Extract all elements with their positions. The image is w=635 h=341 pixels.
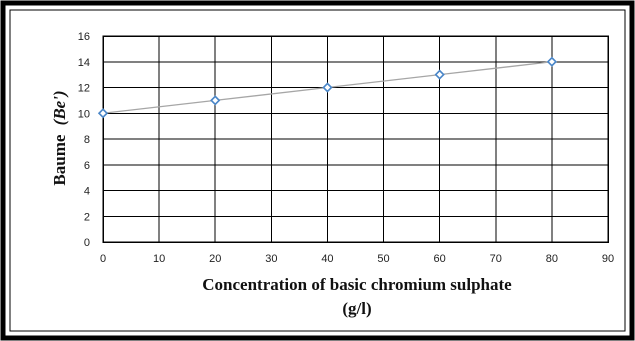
data-point xyxy=(434,69,445,80)
y-tick-label: 14 xyxy=(78,57,90,69)
data-point xyxy=(97,108,109,119)
y-tick-label: 4 xyxy=(84,186,90,198)
x-tick-label: 80 xyxy=(546,253,558,265)
y-tick-label: 0 xyxy=(84,237,90,249)
x-tick-label: 10 xyxy=(153,253,165,265)
y-tick-label: 10 xyxy=(78,108,90,120)
x-tick-label: 90 xyxy=(602,253,614,265)
y-tick-label: 16 xyxy=(78,31,90,43)
tick-labels: 0 2 4 6 8 10 12 14 16 0 10 20 30 40 50 60 70 80 90 xyxy=(78,31,614,265)
x-tick-label: 70 xyxy=(490,253,502,265)
y-axis-title-main: Baume xyxy=(50,134,69,185)
inner-frame xyxy=(9,9,626,332)
data-point xyxy=(546,56,558,67)
data-point xyxy=(322,82,333,93)
data-point xyxy=(210,95,221,106)
x-tick-label: 50 xyxy=(377,253,389,265)
y-tick-label: 8 xyxy=(84,134,90,146)
x-tick-label: 30 xyxy=(265,253,277,265)
y-tick-label: 12 xyxy=(78,83,90,95)
x-tick-label: 20 xyxy=(209,253,221,265)
y-axis-title: Baume (Be') xyxy=(50,90,69,185)
x-tick-label: 0 xyxy=(100,253,106,265)
y-tick-label: 6 xyxy=(84,160,90,172)
plot-area-border xyxy=(102,35,609,243)
y-tick-label: 2 xyxy=(84,211,90,223)
grid xyxy=(102,35,609,243)
x-axis-title-line1: Concentration of basic chromium sulphate xyxy=(202,275,512,294)
y-axis-title-unit: (Be') xyxy=(50,90,69,125)
x-tick-label: 40 xyxy=(321,253,333,265)
x-tick-label: 60 xyxy=(434,253,446,265)
series xyxy=(97,56,558,119)
x-axis-title-line2: (g/l) xyxy=(342,299,371,318)
